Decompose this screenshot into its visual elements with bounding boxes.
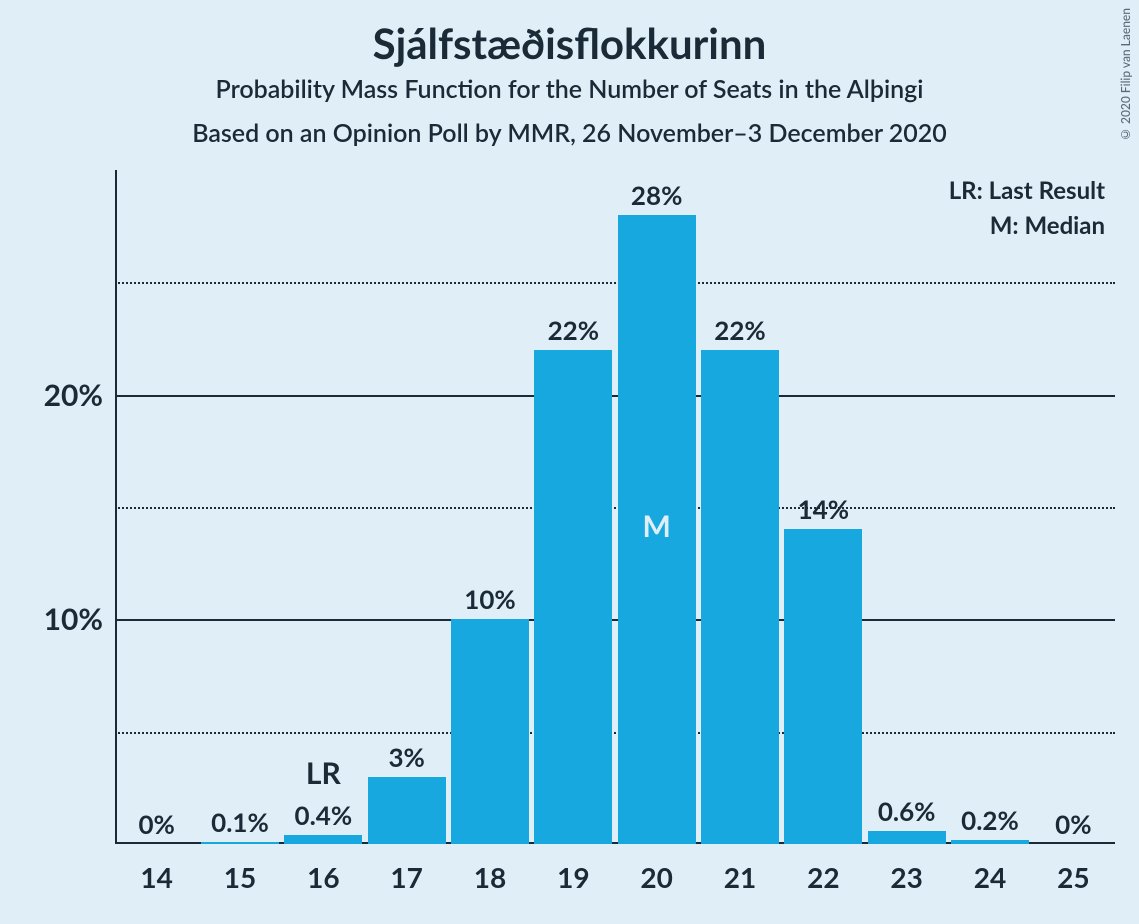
gridline bbox=[115, 395, 1115, 397]
bar: 0.4% bbox=[284, 835, 362, 844]
copyright-label: © 2020 Filip van Laenen bbox=[1118, 8, 1133, 142]
x-tick-label: 18 bbox=[474, 860, 506, 894]
chart-subtitle-2: Based on an Opinion Poll by MMR, 26 Nove… bbox=[0, 118, 1139, 148]
last-result-marker: LR bbox=[306, 755, 341, 791]
x-tick-label: 19 bbox=[557, 860, 589, 894]
chart-legend: LR: Last Result M: Median bbox=[949, 176, 1105, 240]
bar-value-label: 10% bbox=[464, 583, 515, 619]
legend-last-result: LR: Last Result bbox=[949, 176, 1105, 205]
bar-value-label: 14% bbox=[798, 493, 849, 529]
x-tick-label: 25 bbox=[1057, 860, 1089, 894]
bar: 14% bbox=[784, 529, 862, 844]
chart-subtitle-1: Probability Mass Function for the Number… bbox=[0, 74, 1139, 104]
gridline bbox=[115, 507, 1115, 509]
x-tick-label: 24 bbox=[974, 860, 1006, 894]
gridline bbox=[115, 619, 1115, 621]
x-tick-label: 14 bbox=[140, 860, 172, 894]
chart-page: { "title": { "text": "Sjálfstæðisflokkur… bbox=[0, 0, 1139, 924]
bar: 0.6% bbox=[868, 831, 946, 844]
x-tick-label: 15 bbox=[224, 860, 256, 894]
bar-value-label: 22% bbox=[714, 314, 765, 350]
bar: 0.1% bbox=[201, 842, 279, 844]
x-tick-label: 17 bbox=[390, 860, 422, 894]
y-tick-label: 20% bbox=[44, 377, 115, 413]
bar-value-label: 0.2% bbox=[961, 804, 1019, 840]
chart-title: Sjálfstæðisflokkurinn bbox=[0, 18, 1139, 68]
x-tick-label: 20 bbox=[640, 860, 672, 894]
bar-value-label: 22% bbox=[548, 314, 599, 350]
bar-value-label: 28% bbox=[631, 179, 682, 215]
bar-value-label: 0.6% bbox=[878, 795, 936, 831]
gridline bbox=[115, 282, 1115, 284]
x-tick-label: 16 bbox=[307, 860, 339, 894]
x-tick-label: 22 bbox=[807, 860, 839, 894]
legend-median: M: Median bbox=[949, 211, 1105, 240]
median-marker: M bbox=[642, 508, 670, 544]
bar: 22% bbox=[534, 350, 612, 844]
bar-value-label: 3% bbox=[388, 741, 424, 777]
y-tick-label: 10% bbox=[44, 601, 115, 637]
bar: 0.2% bbox=[951, 840, 1029, 844]
bar-value-label: 0.1% bbox=[211, 806, 269, 842]
bar: 3% bbox=[368, 777, 446, 844]
x-tick-label: 23 bbox=[890, 860, 922, 894]
bar-value-label: 0% bbox=[1055, 808, 1091, 844]
bar-value-label: 0% bbox=[138, 808, 174, 844]
bar-value-label: 0.4% bbox=[294, 799, 352, 835]
bar: 10% bbox=[451, 619, 529, 844]
x-tick-label: 21 bbox=[724, 860, 756, 894]
chart-plot-area: 0%0.1%0.4%3%10%22%28%22%14%0.6%0.2%0% LR… bbox=[115, 170, 1115, 844]
gridline bbox=[115, 732, 1115, 734]
bar: 22% bbox=[701, 350, 779, 844]
